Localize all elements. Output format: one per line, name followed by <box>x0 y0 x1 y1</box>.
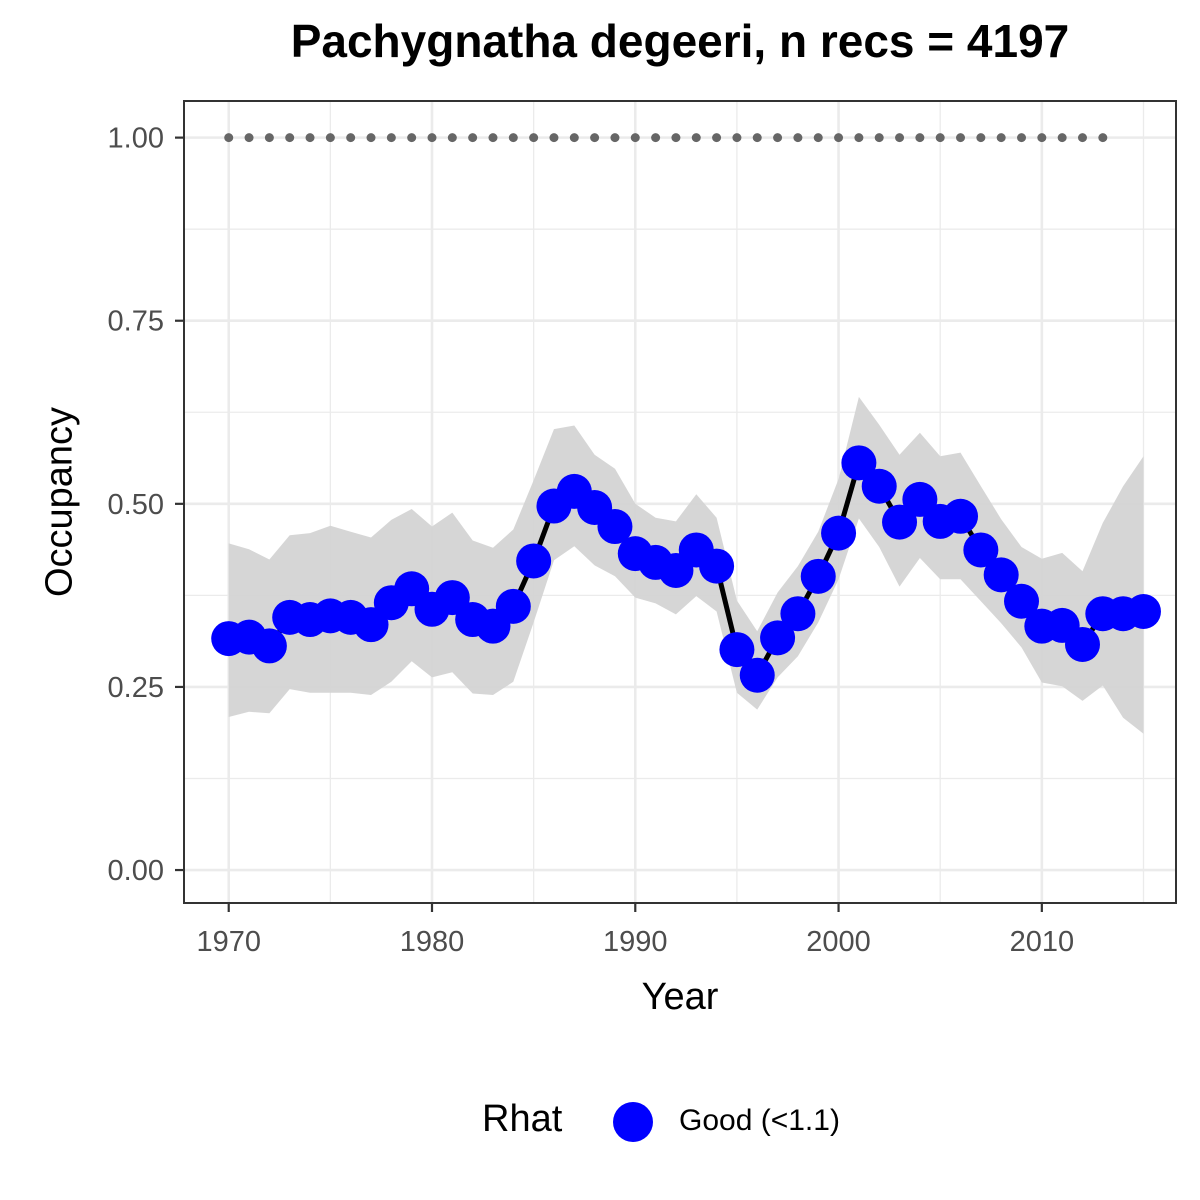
occupancy-point <box>495 588 531 624</box>
occupancy-point <box>943 498 979 534</box>
reference-dot <box>793 133 803 143</box>
reference-dot <box>732 133 742 143</box>
reference-dot <box>264 133 274 143</box>
reference-dot <box>854 133 864 143</box>
x-tick-label: 1980 <box>400 926 465 958</box>
occupancy-point <box>516 543 552 579</box>
y-axis-title: Occupancy <box>38 407 80 597</box>
occupancy-point <box>902 481 938 517</box>
legend-key-blue-circle <box>613 1102 653 1142</box>
reference-dot <box>590 133 600 143</box>
reference-dot <box>895 133 905 143</box>
reference-dot <box>386 133 396 143</box>
reference-dot <box>346 133 356 143</box>
gridlines <box>184 101 1176 903</box>
legend: Rhat Good (<1.1) <box>0 1092 1200 1152</box>
reference-dot <box>508 133 518 143</box>
reference-dot <box>712 133 722 143</box>
reference-dots <box>224 133 1108 143</box>
x-tick-label: 1970 <box>196 926 261 958</box>
reference-dot <box>224 133 234 143</box>
occupancy-point <box>251 628 287 664</box>
reference-dot <box>630 133 640 143</box>
x-axis-title: Year <box>642 976 719 1018</box>
reference-dot <box>956 133 966 143</box>
legend-title: Rhat <box>482 1098 563 1140</box>
reference-dot <box>407 133 417 143</box>
occupancy-point <box>1064 626 1100 662</box>
plot-panel-border <box>183 100 1177 904</box>
reference-dot <box>976 133 986 143</box>
occupancy-point <box>841 445 877 481</box>
occupancy-point <box>800 558 836 594</box>
reference-dot <box>1098 133 1108 143</box>
chart-title: Pachygnatha degeeri, n recs = 4197 <box>290 15 1070 67</box>
reference-dot <box>325 133 335 143</box>
occupancy-point <box>963 532 999 568</box>
reference-dot <box>935 133 945 143</box>
reference-dot <box>874 133 884 143</box>
x-tick-label: 2010 <box>1010 926 1075 958</box>
reference-dot <box>569 133 579 143</box>
reference-dot <box>651 133 661 143</box>
reference-dot <box>488 133 498 143</box>
occupancy-point <box>760 620 796 656</box>
occupancy-points <box>211 445 1161 693</box>
reference-dot <box>285 133 295 143</box>
reference-dot <box>549 133 559 143</box>
reference-dot <box>773 133 783 143</box>
reference-dot <box>305 133 315 143</box>
x-tick-label: 1990 <box>603 926 668 958</box>
y-axis-ticks: 0.00 0.25 0.50 0.75 1.00 <box>108 123 184 887</box>
y-tick-label: 0.50 <box>108 489 164 521</box>
y-tick-label: 0.25 <box>108 672 164 704</box>
reference-dot <box>468 133 478 143</box>
occupancy-chart: 1970 1980 1990 2000 2010 0.00 0.25 0.50 0.75 1.0… <box>38 100 1177 1018</box>
reference-dot <box>610 133 620 143</box>
occupancy-point <box>821 515 857 551</box>
occupancy-point <box>719 632 755 668</box>
reference-dot <box>447 133 457 143</box>
reference-dot <box>671 133 681 143</box>
x-axis-ticks: 1970 1980 1990 2000 2010 <box>196 903 1074 958</box>
reference-dot <box>1017 133 1027 143</box>
occupancy-point <box>861 468 897 504</box>
occupancy-point <box>597 509 633 545</box>
occupancy-point <box>882 504 918 540</box>
y-tick-label: 0.00 <box>108 855 164 887</box>
reference-dot <box>915 133 925 143</box>
occupancy-point <box>983 557 1019 593</box>
x-tick-label: 2000 <box>806 926 871 958</box>
y-tick-label: 1.00 <box>108 123 164 155</box>
occupancy-point <box>739 657 775 693</box>
reference-dot <box>1037 133 1047 143</box>
reference-dot <box>813 133 823 143</box>
reference-dot <box>691 133 701 143</box>
reference-dot <box>752 133 762 143</box>
reference-dot <box>244 133 254 143</box>
reference-dot <box>996 133 1006 143</box>
occupancy-point <box>1004 583 1040 619</box>
occupancy-point <box>1125 593 1161 629</box>
reference-dot <box>1077 133 1087 143</box>
occupancy-point <box>434 580 470 616</box>
occupancy-point <box>780 596 816 632</box>
legend-label: Good (<1.1) <box>679 1104 840 1137</box>
reference-dot <box>529 133 539 143</box>
occupancy-point <box>353 607 389 643</box>
y-tick-label: 0.75 <box>108 306 164 338</box>
reference-dot <box>834 133 844 143</box>
reference-dot <box>427 133 437 143</box>
reference-dot <box>1057 133 1067 143</box>
occupancy-point <box>699 548 735 584</box>
reference-dot <box>366 133 376 143</box>
